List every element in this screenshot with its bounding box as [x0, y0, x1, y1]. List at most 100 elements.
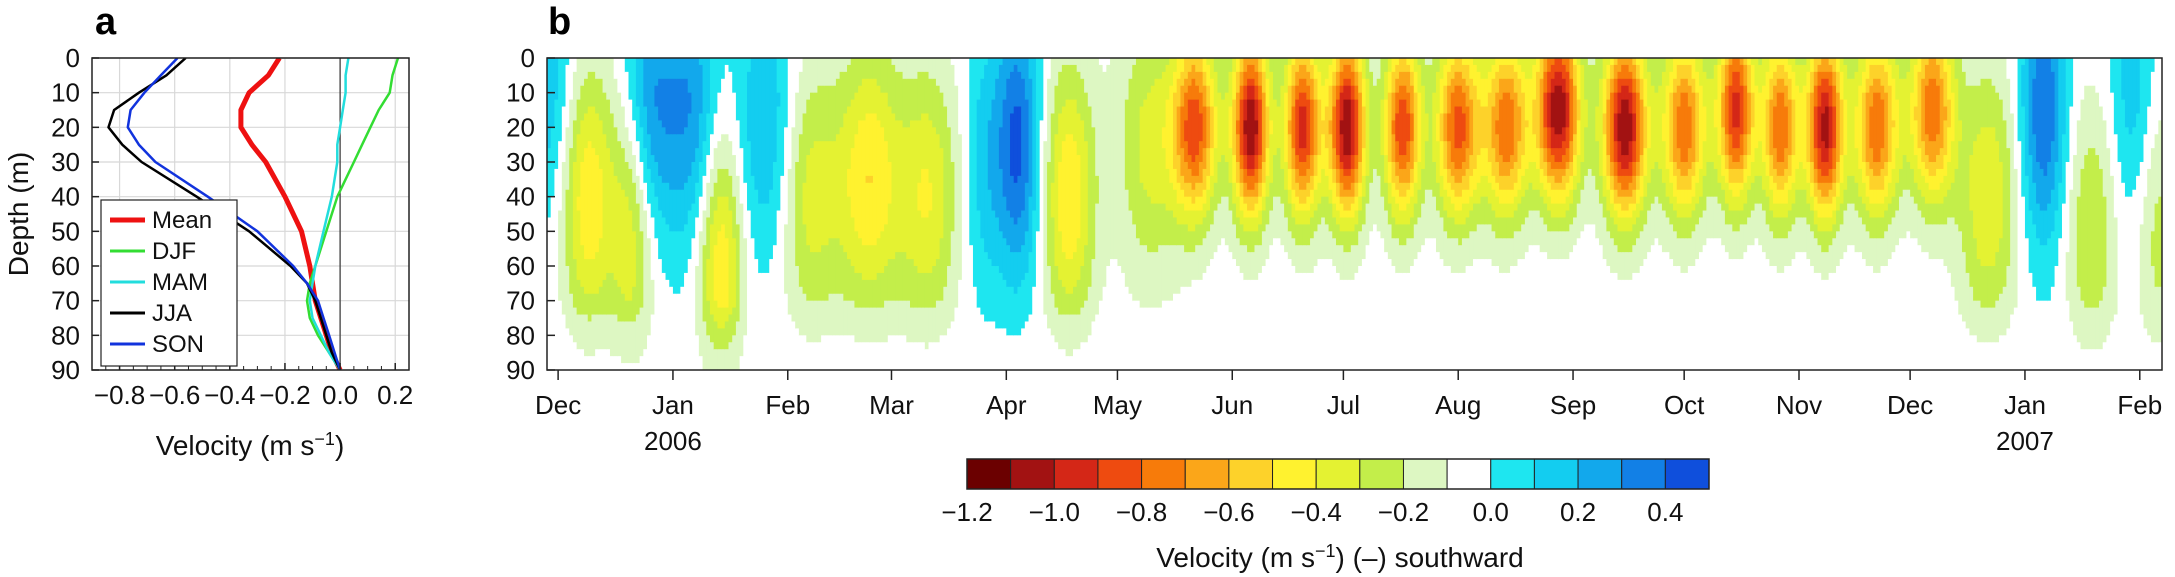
velocity-cell: [798, 134, 804, 288]
velocity-cell: [880, 127, 885, 232]
velocity-cell: [650, 279, 656, 316]
velocity-cell: [1687, 203, 1693, 219]
velocity-cell: [1928, 78, 1933, 142]
velocity-cell: [1739, 85, 1745, 135]
velocity-cell: [1135, 58, 1141, 239]
velocity-cell: [1687, 168, 1693, 191]
velocity-cell: [1124, 99, 1130, 191]
velocity-cell: [1880, 217, 1885, 239]
velocity-cell: [1795, 189, 1800, 219]
velocity-cell: [2095, 349, 2100, 370]
velocity-cell: [2039, 245, 2045, 302]
velocity-cell: [1869, 58, 1874, 66]
velocity-cell: [1254, 182, 1259, 198]
velocity-cell: [1710, 162, 1715, 198]
velocity-cell: [1332, 71, 1337, 87]
velocity-cell: [628, 168, 633, 212]
velocity-cell: [1361, 196, 1367, 225]
velocity-cell: [1187, 231, 1193, 253]
velocity-cell: [1113, 259, 1119, 370]
velocity-cell: [1091, 321, 1096, 370]
velocity-cell: [1513, 210, 1519, 232]
velocity-cell: [1976, 342, 1982, 370]
velocity-cell: [895, 58, 900, 73]
velocity-cell: [1954, 224, 1959, 302]
velocity-cell: [902, 300, 907, 336]
velocity-cell: [1206, 231, 1211, 267]
velocity-cell: [1506, 64, 1511, 80]
velocity-cell: [1576, 58, 1582, 66]
velocity-cell: [1139, 307, 1144, 370]
velocity-cell: [1435, 113, 1441, 142]
velocity-cell: [1180, 245, 1185, 288]
velocity-cell: [1558, 168, 1563, 184]
velocity-cell: [1332, 182, 1337, 205]
velocity-cell: [754, 259, 759, 370]
velocity-cell: [2128, 196, 2133, 370]
velocity-cell: [1084, 300, 1089, 343]
velocity-cell: [1950, 92, 1956, 142]
velocity-cell: [1361, 175, 1367, 198]
velocity-cell: [1217, 162, 1222, 205]
velocity-cell: [1573, 155, 1578, 177]
velocity-cell: [1243, 182, 1248, 198]
velocity-cell: [2139, 58, 2145, 163]
velocity-cell: [1198, 92, 1204, 115]
velocity-cell: [739, 58, 744, 149]
velocity-cell: [1906, 162, 1911, 191]
velocity-cell: [1247, 85, 1252, 101]
series-line-djf: [305, 58, 400, 370]
velocity-cell: [1850, 245, 1856, 370]
velocity-cell: [732, 335, 737, 370]
velocity-cell: [1391, 58, 1396, 73]
velocity-cell: [872, 113, 878, 246]
velocity-cell: [1613, 189, 1619, 205]
velocity-cell: [1891, 217, 1896, 253]
velocity-cell: [1884, 71, 1889, 94]
velocity-cell: [998, 64, 1004, 128]
velocity-cell: [1487, 92, 1493, 163]
velocity-cell: [976, 307, 981, 370]
velocity-cell: [1258, 196, 1263, 212]
velocity-cell: [1836, 71, 1841, 94]
velocity-cell: [1799, 252, 1804, 370]
velocity-cell: [1332, 168, 1337, 184]
velocity-cell: [1072, 252, 1078, 288]
velocity-cell: [1921, 58, 1926, 80]
velocity-cell: [1221, 196, 1226, 239]
velocity-cell: [1606, 99, 1611, 156]
velocity-cell: [1702, 71, 1707, 108]
velocity-cell: [572, 162, 578, 260]
velocity-cell: [1680, 58, 1685, 66]
velocity-cell: [943, 335, 948, 370]
velocity-cell: [1243, 120, 1248, 135]
panel-a-frame: [91, 57, 410, 371]
velocity-cell: [884, 266, 889, 302]
velocity-cell: [1899, 238, 1904, 370]
velocity-cell: [665, 58, 670, 80]
velocity-cell: [606, 148, 611, 274]
velocity-cell: [1176, 106, 1181, 156]
velocity-cell: [1610, 272, 1615, 370]
velocity-cell: [1284, 189, 1289, 219]
velocity-cell: [1850, 203, 1856, 246]
colorbar-swatch: [1141, 458, 1186, 490]
velocity-cell: [669, 58, 674, 80]
velocity-cell: [632, 120, 637, 156]
velocity-cell: [628, 210, 633, 302]
velocity-cell: [1624, 196, 1630, 212]
panel-b-velocity-field: [547, 58, 2162, 370]
velocity-cell: [635, 141, 641, 177]
velocity-cell: [1247, 217, 1252, 232]
velocity-cell: [1621, 196, 1626, 212]
velocity-cell: [1054, 342, 1059, 370]
velocity-cell: [1932, 175, 1937, 191]
velocity-cell: [1513, 182, 1519, 198]
velocity-cell: [1839, 71, 1845, 101]
velocity-cell: [1628, 217, 1633, 232]
velocity-cell: [2069, 189, 2074, 323]
velocity-cell: [880, 342, 885, 370]
velocity-cell: [1387, 182, 1393, 205]
velocity-cell: [1728, 182, 1733, 191]
velocity-cell: [1313, 78, 1319, 101]
